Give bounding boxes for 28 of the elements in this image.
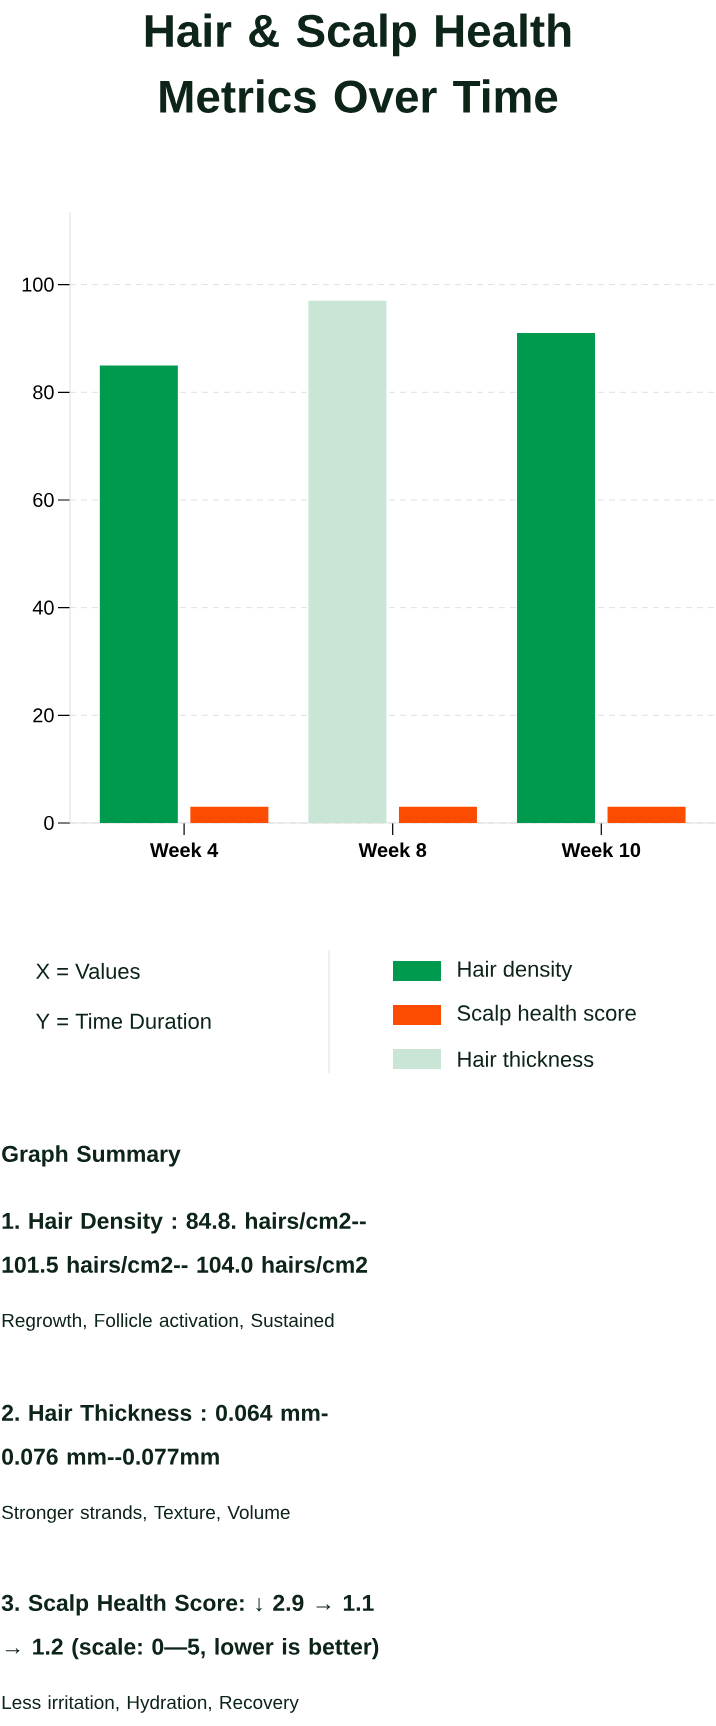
y-tick-label: 100	[22, 277, 54, 292]
text: Y = Time Duration	[36, 1012, 211, 1030]
text: 3. Scalp Health Score: ↓ 2.9 → 1.1 → 1.2 (scale: 0—5, lower is better)	[1, 1594, 379, 1660]
x-tick-label: Week 8	[358, 842, 427, 858]
legend-label: Hair thickness	[458, 1050, 594, 1068]
bar	[398, 806, 477, 823]
y-tick-label: 20	[33, 708, 54, 723]
bar	[517, 333, 596, 823]
x-tick-label: Week 4	[149, 842, 219, 858]
bar	[308, 300, 387, 823]
y-tick-label: 40	[32, 600, 54, 615]
text: Regrowth, Follicle activation, Sustained	[2, 1313, 334, 1331]
y-tick-label: 60	[33, 492, 54, 508]
text: X = Values	[36, 962, 140, 980]
legend-label: Scalp health score	[457, 1004, 636, 1026]
text: 1. Hair Density : 84.8. hairs/cm2-- 101.5 hairs/cm2-- 104.0 hairs/cm2	[2, 1212, 368, 1274]
text: Graph Summary	[2, 1145, 181, 1167]
y-tick-label: 0	[44, 815, 54, 831]
legend-label: Hair density	[458, 960, 573, 982]
chart-title: Hair & Scalp Health Metrics Over Time	[145, 13, 571, 113]
y-tick-label: 80	[33, 385, 54, 400]
text: 2. Hair Thickness : 0.064 mm- 0.076 mm--0.077mm	[2, 1404, 328, 1465]
x-tick-label: Week 10	[561, 842, 641, 858]
bar	[607, 806, 686, 823]
text: Stronger strands, Texture, Volume	[2, 1505, 290, 1523]
text: Less irritation, Hydration, Recovery	[2, 1695, 299, 1713]
bar	[99, 365, 178, 823]
bar	[190, 806, 269, 823]
